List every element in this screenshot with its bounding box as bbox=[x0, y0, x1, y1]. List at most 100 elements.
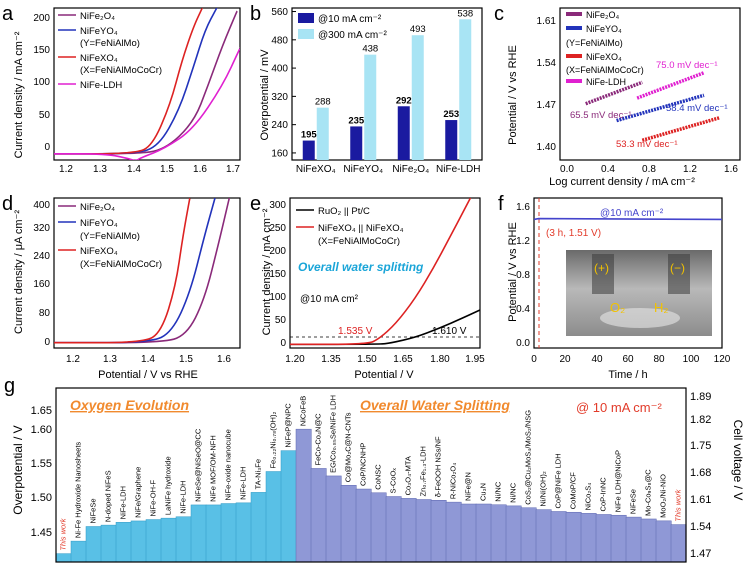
ows-bar bbox=[640, 518, 657, 563]
ows-bar-label: Zn₀.₇Fe₁.₃-LDH bbox=[418, 446, 427, 496]
panel-f-ytick: 1.6 bbox=[516, 202, 530, 213]
ows-bar bbox=[325, 475, 342, 563]
current-label: @10 mA cm⁻² bbox=[600, 208, 664, 219]
ows-bar bbox=[595, 514, 612, 563]
legend-label: NiFe₂O₄ bbox=[80, 202, 115, 213]
panel-c-ytick: 1.40 bbox=[537, 142, 557, 153]
oer-bar-label: NiFe-LDH bbox=[118, 486, 127, 519]
panel-a-ytick: 200 bbox=[33, 13, 50, 24]
legend-label: NiFeYO₄ bbox=[80, 26, 118, 37]
bar-value-label: 253 bbox=[443, 109, 459, 120]
panel-b-ytick: 400 bbox=[271, 64, 288, 75]
photo-label: O₂ bbox=[610, 300, 625, 315]
legend-label: NiFeXO₄ bbox=[586, 52, 622, 62]
legend-swatch bbox=[298, 29, 314, 39]
panel-f-xlabel: Time / h bbox=[608, 369, 647, 381]
panel-f: f Potential / V vs RHE Time / h 0.0 0.4 … bbox=[498, 193, 731, 381]
tafel-line bbox=[616, 93, 705, 123]
bar-300ma bbox=[411, 35, 424, 160]
ows-bar bbox=[355, 488, 372, 563]
photo-label: (−) bbox=[670, 261, 685, 275]
oer-bar-label: TA-Ni₃Fe bbox=[253, 459, 262, 489]
panel-a-ytick: 0 bbox=[44, 142, 50, 153]
category-label: NiFeXO₄ bbox=[296, 164, 336, 175]
panel-g-ytick-left: 1.60 bbox=[31, 424, 52, 436]
ows-bar bbox=[625, 516, 642, 563]
panel-e-ytick: 300 bbox=[269, 200, 286, 211]
panel-g: g Overpotential / V Cell voltage / V 1.4… bbox=[4, 375, 745, 563]
panel-b-frame bbox=[291, 7, 483, 161]
ows-bar-label: EG/Co₀.₈₅Se/NiFe LDH bbox=[328, 395, 337, 473]
panel-g-ytick-right: 1.75 bbox=[690, 440, 711, 452]
legend-label: NiFeYO₄ bbox=[80, 218, 118, 229]
series-line-e-1 bbox=[290, 198, 472, 346]
legend-label: @300 mA cm⁻² bbox=[318, 30, 387, 41]
panel-b-ytick: 160 bbox=[271, 148, 288, 159]
category-label: NiFe-LDH bbox=[436, 164, 480, 175]
ows-bar-label: CoP-InNC bbox=[598, 477, 607, 512]
ows-title: Overall Water Splitting bbox=[360, 397, 510, 413]
panel-d-frame bbox=[53, 197, 241, 349]
ruo2-voltage-label: 1.610 V bbox=[432, 326, 467, 337]
ows-bar-label: Mo-Co₉S₈@C bbox=[643, 469, 652, 516]
panel-e-ytick: 0 bbox=[280, 338, 286, 349]
panel-c-ylabel: Potential / V vs RHE bbox=[507, 45, 519, 145]
panel-g-ytick-right: 1.61 bbox=[690, 494, 711, 506]
panel-a-letter: a bbox=[2, 3, 14, 25]
bar-300ma bbox=[459, 19, 472, 160]
panel-b-ytick: 480 bbox=[271, 35, 288, 46]
ows-bar bbox=[295, 428, 312, 563]
current-label: @ 10 mA cm⁻² bbox=[576, 400, 662, 415]
panel-c-xtick: 1.2 bbox=[683, 164, 697, 175]
bar-value-label: 493 bbox=[410, 24, 426, 35]
legend-label: (X=FeNiAlMoCoCr) bbox=[80, 65, 162, 76]
oer-bar-label: NiFe-OH-F bbox=[148, 479, 157, 516]
oer-bar-label: Fe₀.₂₂Ni₀.₇₈(OH)₂ bbox=[268, 412, 277, 469]
panel-e-xtick: 1.35 bbox=[321, 354, 341, 365]
legend-label: NiFe₂O₄ bbox=[586, 10, 619, 20]
overall-water-splitting-label: Overall water splitting bbox=[298, 260, 424, 274]
panel-e-frame bbox=[289, 197, 481, 349]
panel-a-xtick: 1.6 bbox=[193, 164, 207, 175]
panel-d-ylabel: Current density / μA cm⁻² bbox=[13, 210, 25, 334]
ows-bar-label: This work bbox=[673, 488, 682, 521]
panel-c-xtick: 1.6 bbox=[724, 164, 738, 175]
oer-bar-label: NiFeSe@NiSeO@CC bbox=[193, 428, 202, 502]
panel-d-xtick: 1.2 bbox=[66, 354, 80, 365]
legend-label: NiFe₂O₄ bbox=[80, 11, 115, 22]
panel-f-ytick: 0.8 bbox=[516, 270, 530, 281]
oer-bar bbox=[85, 526, 102, 563]
oer-bar bbox=[205, 504, 222, 563]
oer-bar bbox=[250, 492, 267, 563]
legend-label: NiFeXO₄ bbox=[80, 246, 118, 257]
panel-a-ytick: 50 bbox=[39, 110, 51, 121]
electrode-clip bbox=[592, 254, 614, 294]
panel-e-xtick: 1.80 bbox=[430, 354, 450, 365]
panel-c-frame bbox=[559, 7, 741, 161]
panel-d-legend: NiFe₂O₄ NiFeYO₄ (Y=FeNiAlMo) NiFeXO₄ (X=… bbox=[58, 202, 162, 270]
panel-f-xtick: 0 bbox=[531, 354, 537, 365]
panel-a-frame bbox=[53, 7, 241, 161]
ows-bar-label: Ni/Ni(OH)₂ bbox=[538, 471, 547, 506]
legend-label: (X=FeNiAlMoCoCr) bbox=[566, 65, 644, 75]
panel-g-ytick-left: 1.55 bbox=[31, 458, 52, 470]
oer-bar-label: NiFe/Graphene bbox=[133, 467, 142, 518]
bubbles bbox=[600, 308, 680, 328]
bar-10ma bbox=[397, 106, 410, 160]
oer-bar-label: NiFe-oxide nanocube bbox=[223, 429, 232, 500]
panel-e-ytick: 200 bbox=[269, 246, 286, 257]
series-line-a-3 bbox=[54, 47, 240, 160]
ows-bar-label: NiCo₂S₄ bbox=[583, 483, 592, 511]
panel-c-ytick: 1.47 bbox=[537, 100, 557, 111]
ows-bar-label: NiFe LDH@NiCoP bbox=[613, 450, 622, 512]
oer-bar bbox=[235, 502, 252, 563]
legend-label: NiFe-LDH bbox=[80, 80, 122, 91]
ows-bar bbox=[565, 511, 582, 563]
panel-g-ytick-right: 1.82 bbox=[690, 414, 711, 426]
panel-b-ylabel: Overpotential / mV bbox=[259, 49, 271, 141]
ows-bar-label: FeCo-Co₄N@C bbox=[313, 413, 322, 466]
panel-b-ytick: 560 bbox=[271, 7, 288, 18]
ows-bar-label: CoP@NiFe LDH bbox=[553, 453, 562, 508]
ows-bar-label: NiCoFeB bbox=[298, 396, 307, 426]
